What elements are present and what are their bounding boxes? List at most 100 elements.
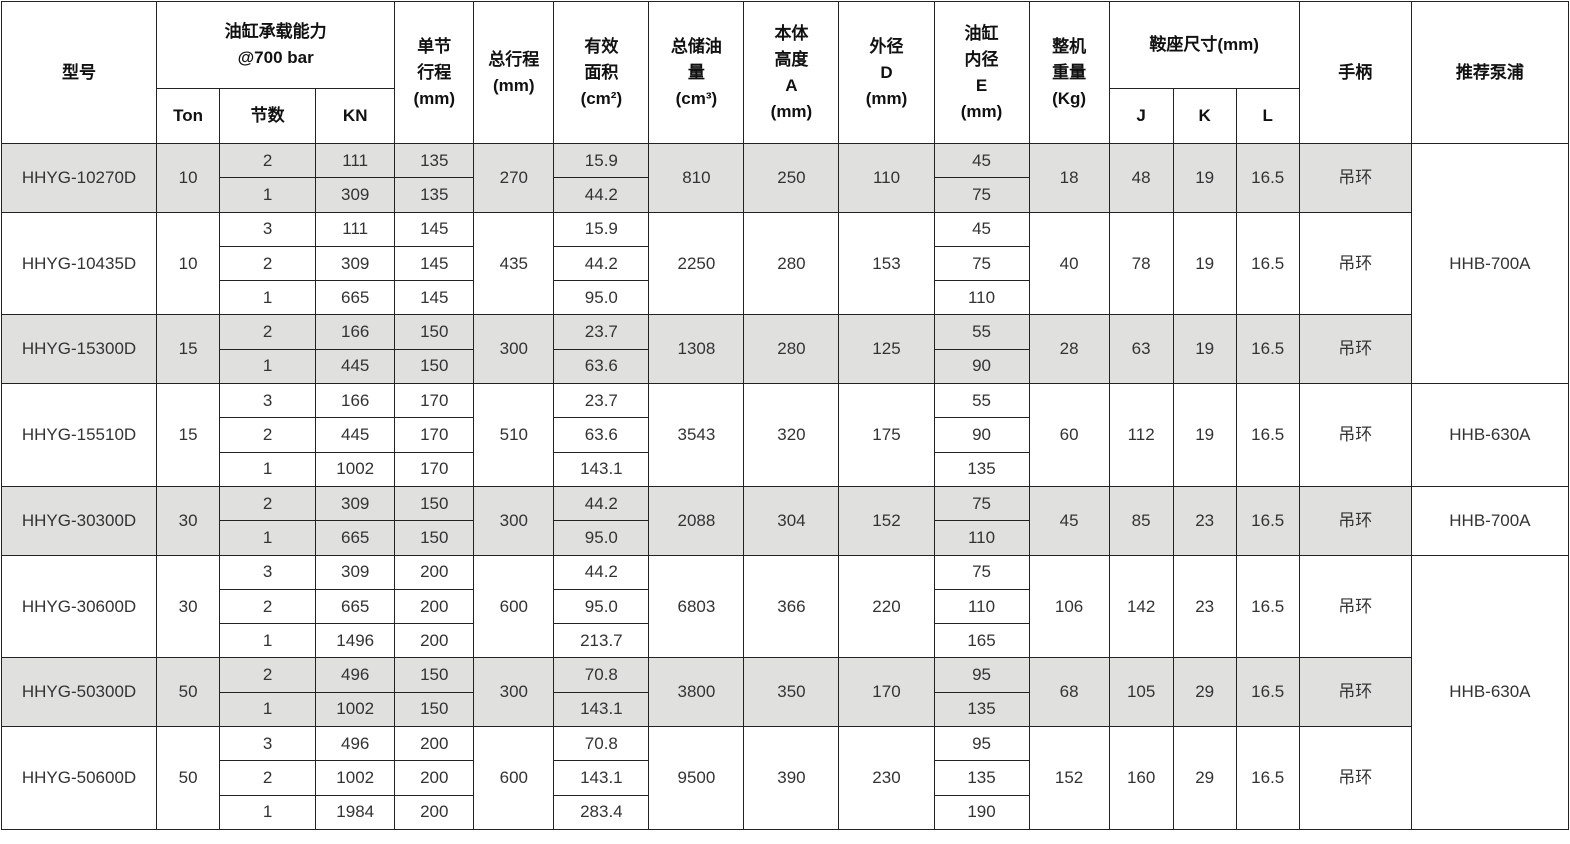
k-cell: 19: [1172, 211, 1237, 316]
table-row: 1 1984 200 283.4 190: [2, 794, 1569, 830]
area-cell: 143.1: [553, 691, 650, 728]
area-cell: 143.1: [553, 760, 650, 796]
kn-cell: 445: [315, 348, 396, 385]
kn-cell: 166: [315, 314, 396, 350]
l-cell: 16.5: [1235, 726, 1300, 830]
header-sections: 节数: [219, 88, 317, 144]
bore-cell: 75: [933, 485, 1030, 522]
sections-cell: 1: [219, 348, 317, 385]
k-cell: 23: [1172, 485, 1237, 556]
bore-cell: 190: [933, 794, 1030, 830]
kn-cell: 111: [315, 142, 396, 179]
height-cell: 250: [743, 143, 840, 213]
od-cell: 125: [838, 314, 935, 385]
header-oil: 总储油 量 (cm³): [648, 1, 745, 144]
l-cell: 16.5: [1235, 314, 1300, 385]
k-cell: 19: [1172, 383, 1237, 487]
j-cell: 85: [1108, 485, 1174, 556]
area-cell: 95.0: [553, 588, 650, 625]
height-cell: 280: [743, 211, 840, 316]
height-cell: 366: [743, 554, 840, 659]
j-cell: 78: [1108, 211, 1174, 316]
sections-cell: 3: [219, 554, 317, 590]
j-cell: 105: [1108, 657, 1174, 728]
kn-cell: 496: [315, 726, 396, 762]
stage-stroke-cell: 170: [394, 451, 475, 487]
l-cell: 16.5: [1235, 554, 1300, 659]
kn-cell: 665: [315, 280, 396, 316]
k-cell: 19: [1172, 314, 1237, 385]
total-stroke-cell: 270: [473, 143, 555, 213]
table-row: HHYG-15300D 15 2 166 150 300 23.7 1308 280 125 55 2…: [0, 314, 1569, 385]
sections-cell: 2: [219, 142, 317, 179]
od-cell: 152: [838, 485, 935, 556]
bore-cell: 95: [933, 657, 1030, 693]
od-cell: 153: [838, 211, 935, 316]
bore-cell: 75: [933, 245, 1030, 282]
ton-cell: 10: [156, 143, 221, 213]
sections-cell: 2: [219, 760, 317, 796]
table-row: HHYG-50600D 50 3 496 200 600 70.8 9500 390 230 95 1…: [0, 726, 1569, 830]
table-row: HHYG-10435D 10 3 111 145 435 15.9 2250 280 153 45 4…: [0, 211, 1569, 316]
bore-cell: 55: [933, 314, 1030, 350]
table-row: 2 445 170 63.6 90: [2, 417, 1569, 453]
stage-stroke-cell: 150: [394, 348, 475, 385]
sections-cell: 1: [219, 623, 317, 659]
table-row: 1 665 145 95.0 110: [2, 280, 1569, 316]
od-cell: 170: [838, 657, 935, 728]
table-row: 1 309 135 44.2 75: [2, 177, 1569, 213]
table-row: HHYG-10270D 10 2 111 135 270 15.9 810 250 110 45 18…: [0, 142, 1570, 385]
pump-cell: HHB-700A: [1410, 142, 1570, 385]
header-weight: 整机 重量 (Kg): [1028, 1, 1110, 144]
od-cell: 175: [838, 383, 935, 487]
k-cell: 23: [1172, 554, 1237, 659]
total-stroke-cell: 600: [473, 726, 555, 830]
table-row: 1 1496 200 213.7 165: [2, 623, 1569, 659]
kn-cell: 309: [315, 245, 396, 282]
table-row: 1 1002 150 143.1 135: [2, 691, 1569, 728]
header-l: L: [1235, 88, 1300, 144]
ton-cell: 30: [156, 554, 221, 659]
area-cell: 70.8: [553, 657, 650, 693]
ton-cell: 50: [156, 726, 221, 830]
bore-cell: 45: [933, 142, 1030, 179]
bore-cell: 110: [933, 280, 1030, 316]
kn-cell: 111: [315, 211, 396, 247]
stage-stroke-cell: 150: [394, 657, 475, 693]
total-stroke-cell: 300: [473, 485, 555, 556]
area-cell: 23.7: [553, 314, 650, 350]
table-row: HHYG-30300D 30 2 309 150 300 44.2 2088 304 152 75 4…: [0, 485, 1570, 556]
header-kn: KN: [315, 88, 396, 144]
ton-cell: 10: [156, 211, 221, 316]
model-cell: HHYG-15510D: [0, 383, 158, 487]
ton-cell: 30: [156, 485, 221, 556]
header-bore: 油缸 内径 E (mm): [933, 1, 1030, 144]
oil-cell: 9500: [648, 726, 745, 830]
model-cell: HHYG-10270D: [0, 143, 158, 213]
height-cell: 390: [743, 726, 840, 830]
header-j: J: [1108, 88, 1174, 144]
area-cell: 15.9: [553, 142, 650, 179]
total-stroke-cell: 510: [473, 383, 555, 487]
oil-cell: 2088: [648, 485, 745, 556]
stage-stroke-cell: 170: [394, 383, 475, 419]
l-cell: 16.5: [1235, 383, 1300, 487]
handle-cell: 吊环: [1298, 726, 1412, 830]
handle-cell: 吊环: [1298, 554, 1412, 659]
j-cell: 142: [1108, 554, 1174, 659]
stage-stroke-cell: 145: [394, 245, 475, 282]
header-area: 有效 面积 (cm²): [553, 1, 650, 144]
sections-cell: 2: [219, 417, 317, 453]
stage-stroke-cell: 150: [394, 314, 475, 350]
area-cell: 95.0: [553, 280, 650, 316]
weight-cell: 152: [1028, 726, 1110, 830]
ton-cell: 50: [156, 657, 221, 728]
area-cell: 283.4: [553, 794, 650, 830]
table-row: 2 309 145 44.2 75: [2, 245, 1569, 282]
bore-cell: 55: [933, 383, 1030, 419]
model-cell: HHYG-10435D: [0, 211, 158, 316]
l-cell: 16.5: [1235, 143, 1300, 213]
sections-cell: 2: [219, 657, 317, 693]
weight-cell: 45: [1028, 485, 1110, 556]
